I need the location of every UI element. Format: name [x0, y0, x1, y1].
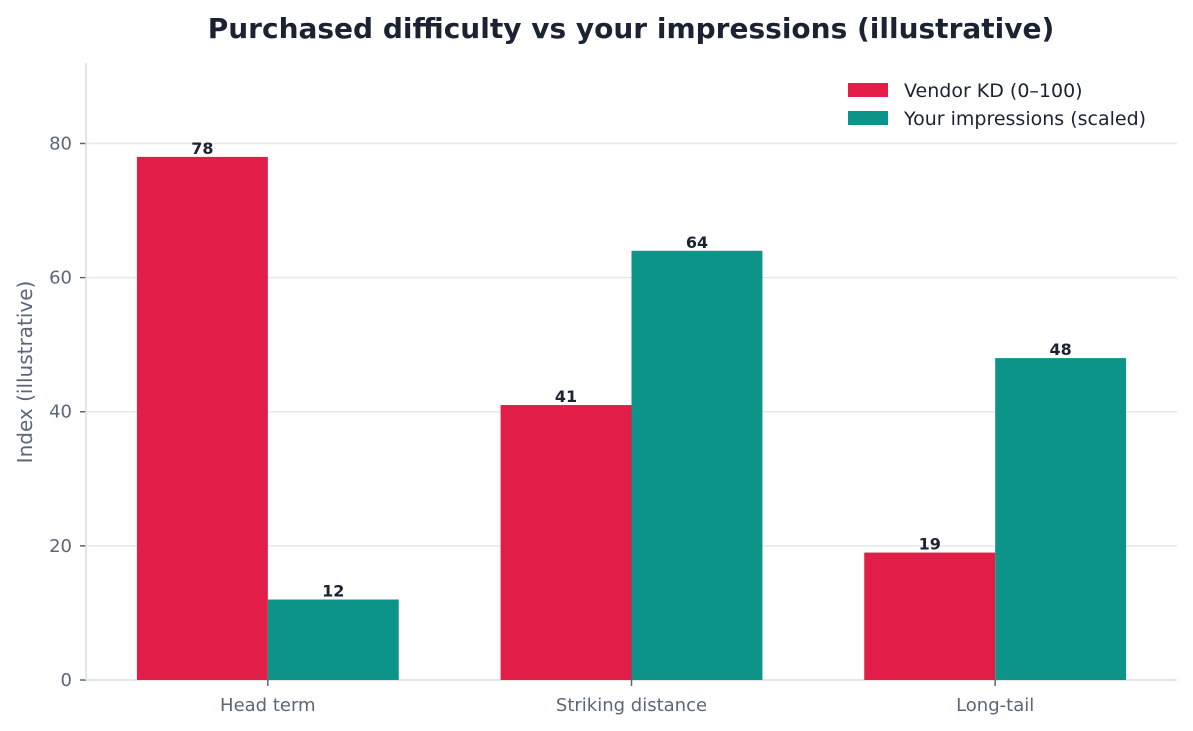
data-labels: 78 12 41 64 19 48 — [191, 139, 1072, 601]
x-tick-label: Head term — [220, 695, 316, 716]
x-tick-label: Striking distance — [556, 695, 707, 716]
y-tick-label: 20 — [49, 536, 72, 557]
y-tick-label: 60 — [49, 268, 72, 289]
y-tick-label: 40 — [49, 402, 72, 423]
bar — [995, 358, 1127, 680]
legend-label: Vendor KD (0–100) — [904, 80, 1083, 102]
data-label: 64 — [686, 233, 708, 252]
legend: Vendor KD (0–100) Your impressions (scale… — [848, 80, 1146, 130]
bar — [267, 599, 399, 680]
data-label: 48 — [1049, 340, 1071, 359]
legend-swatch — [848, 111, 888, 125]
x-tick-label: Long-tail — [956, 695, 1034, 716]
data-label: 41 — [555, 387, 577, 406]
chart-title: Purchased difficulty vs your impressions… — [208, 12, 1055, 45]
y-axis-label: Index (illustrative) — [13, 281, 37, 464]
data-label: 12 — [322, 582, 344, 601]
bar — [864, 552, 996, 680]
data-label: 19 — [919, 535, 941, 554]
legend-swatch — [848, 83, 888, 97]
bar — [500, 405, 632, 680]
bars — [136, 156, 1127, 681]
bar — [136, 156, 268, 681]
bar — [631, 250, 763, 681]
y-tick-label: 80 — [49, 133, 72, 154]
data-label: 78 — [191, 139, 213, 158]
legend-label: Your impressions (scaled) — [903, 108, 1146, 130]
y-tick-label: 0 — [61, 670, 72, 691]
